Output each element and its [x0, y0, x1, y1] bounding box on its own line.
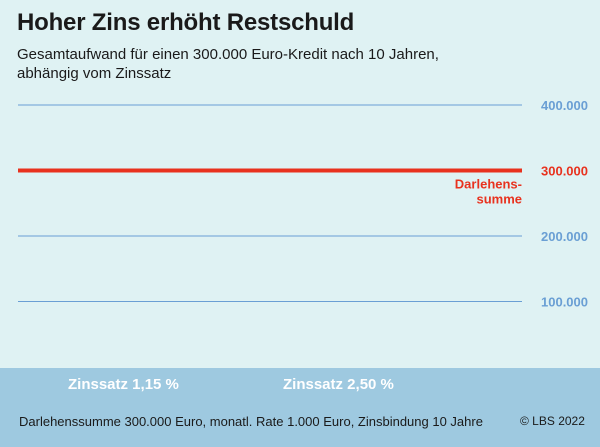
x-tick-label: Zinssatz 1,15 % — [68, 376, 179, 393]
chart-subtitle-line-2: abhängig vom Zinssatz — [17, 65, 172, 82]
x-axis-band — [0, 368, 600, 447]
y-tick-label: 300.000 — [541, 164, 588, 179]
y-tick-label: 100.000 — [541, 295, 588, 310]
y-tick-label: 400.000 — [541, 98, 588, 113]
chart-subtitle: Gesamtaufwand für einen 300.000 Euro-Kre… — [17, 45, 439, 83]
y-tick-label: 200.000 — [541, 229, 588, 244]
chart-plot-area: 100.000 200.000 300.000 400.000 Darlehens-su… — [18, 98, 588, 310]
reference-line-label: summe — [476, 192, 522, 207]
chart-footnote: Darlehenssumme 300.000 Euro, monatl. Rat… — [19, 414, 483, 429]
source-credit: © LBS 2022 — [520, 414, 585, 428]
chart-title: Hoher Zins erhöht Restschuld — [17, 9, 355, 36]
chart-subtitle-line-1: Gesamtaufwand für einen 300.000 Euro-Kre… — [17, 46, 439, 63]
x-tick-label: Zinssatz 2,50 % — [283, 376, 394, 393]
reference-line-label: Darlehens- — [455, 177, 522, 192]
